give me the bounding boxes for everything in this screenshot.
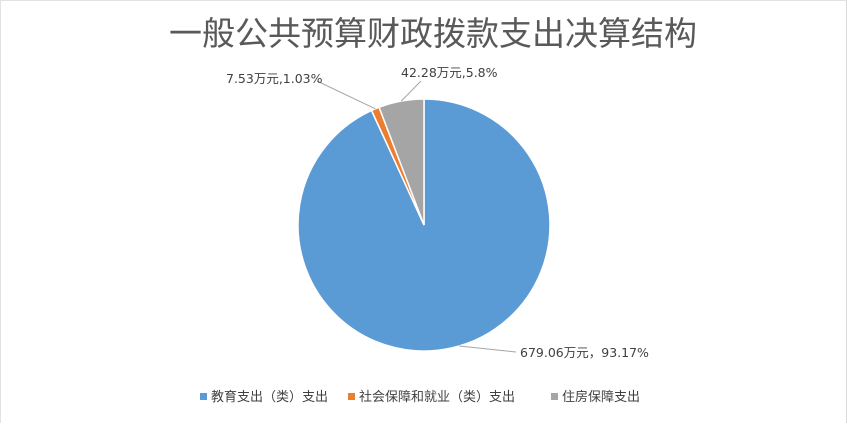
legend-swatch <box>551 393 558 400</box>
leader-lines <box>316 80 517 353</box>
leader-line <box>316 80 376 110</box>
legend-swatch <box>200 393 207 400</box>
legend: 教育支出（类）支出 社会保障和就业（类）支出 住房保障支出 <box>200 389 640 405</box>
data-label: 679.06万元，93.17% <box>520 345 649 360</box>
legend-entry: 住房保障支出 <box>562 389 640 405</box>
legend-swatch <box>348 393 355 400</box>
leader-line <box>459 345 517 353</box>
legend-entry: 社会保障和就业（类）支出 <box>359 389 515 405</box>
leader-line <box>400 80 422 102</box>
data-labels: 679.06万元，93.17% 7.53万元,1.03% 42.28万元,5.8% <box>226 65 649 360</box>
data-label: 42.28万元,5.8% <box>401 65 498 80</box>
data-label: 7.53万元,1.03% <box>226 71 323 86</box>
chart-title: 一般公共预算财政拨款支出决算结构 <box>169 14 697 53</box>
legend-entry: 教育支出（类）支出 <box>211 389 328 405</box>
pie-slices <box>297 98 551 352</box>
pie-slice <box>378 98 425 226</box>
